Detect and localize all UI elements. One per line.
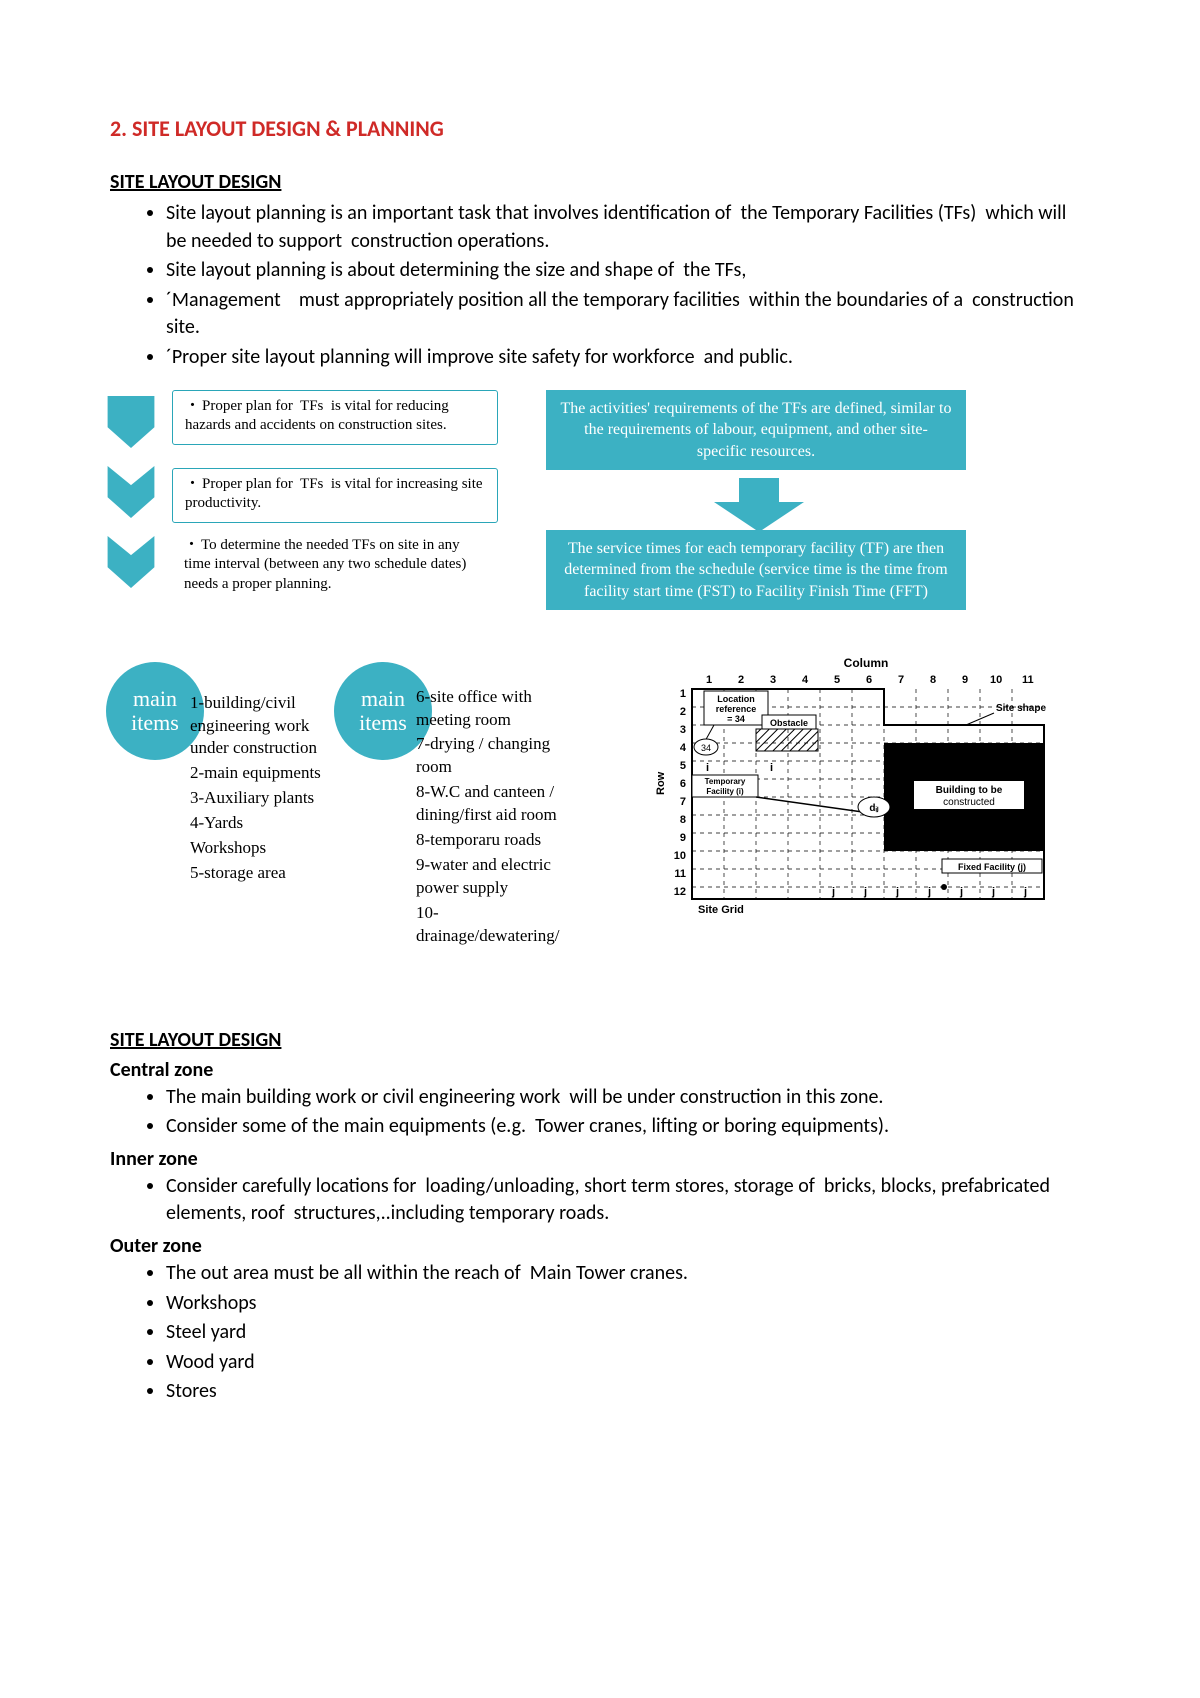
section1-bullets: Site layout planning is an important tas… <box>110 200 1090 372</box>
zone-heading-outer: Outer zone <box>110 1234 1090 1258</box>
list-item: 3-Auxiliary plants <box>190 787 330 810</box>
list-item: 4-Yards <box>190 812 330 835</box>
zone-heading-inner: Inner zone <box>110 1147 1090 1171</box>
main-items-list-right: 6-site office with meeting room 7-drying… <box>416 686 566 950</box>
svg-text:dᵢⱼ: dᵢⱼ <box>869 803 879 814</box>
zone-bullets: The main building work or civil engineer… <box>110 1084 1090 1141</box>
chevron-icon <box>104 536 158 588</box>
zone-bullets: Consider carefully locations for loading… <box>110 1173 1090 1228</box>
svg-text:reference: reference <box>716 704 757 714</box>
svg-text:j: j <box>991 886 995 898</box>
svg-text:2: 2 <box>680 706 686 718</box>
zone-bullets: The out area must be all within the reac… <box>110 1260 1090 1406</box>
svg-text:8: 8 <box>680 814 686 826</box>
svg-text:9: 9 <box>962 674 968 686</box>
info-box: Proper plan for TFs is vital for reducin… <box>172 390 498 445</box>
svg-text:10: 10 <box>990 674 1002 686</box>
svg-text:Fixed Facility (j): Fixed Facility (j) <box>958 862 1026 872</box>
list-item: 5-storage area <box>190 862 330 885</box>
svg-text:j: j <box>927 886 931 898</box>
list-item: Stores <box>166 1378 1090 1406</box>
svg-text:Column: Column <box>844 656 889 670</box>
svg-text:7: 7 <box>898 674 904 686</box>
page-title: 2. SITE LAYOUT DESIGN & PLANNING <box>110 115 1090 142</box>
section2-heading: SITE LAYOUT DESIGN <box>110 1028 1090 1052</box>
list-item: Wood yard <box>166 1349 1090 1377</box>
list-item: Workshops <box>190 837 330 860</box>
svg-text:j: j <box>831 886 835 898</box>
svg-text:i: i <box>770 762 773 774</box>
list-item: 10-drainage/dewatering/ <box>416 902 566 948</box>
svg-text:2: 2 <box>738 674 744 686</box>
svg-text:constructed: constructed <box>943 797 995 808</box>
svg-text:4: 4 <box>680 742 687 754</box>
main-items-list-left: 1-building/civil engineering work under … <box>190 692 330 888</box>
list-item: 9-water and electric power supply <box>416 854 566 900</box>
svg-text:i: i <box>706 762 709 774</box>
svg-text:3: 3 <box>680 724 686 736</box>
svg-text:j: j <box>863 886 867 898</box>
svg-text:11: 11 <box>1022 674 1034 686</box>
svg-text:1: 1 <box>680 688 686 700</box>
list-item: Workshops <box>166 1290 1090 1318</box>
chevron-icon <box>104 466 158 518</box>
list-item: 7-drying / changing room <box>416 733 566 779</box>
svg-text:34: 34 <box>701 743 711 753</box>
svg-text:6: 6 <box>866 674 872 686</box>
chevron-icon <box>104 396 158 448</box>
svg-text:Temporary: Temporary <box>705 777 746 786</box>
callout-box: The activities' requirements of the TFs … <box>546 390 966 471</box>
list-item: Site layout planning is an important tas… <box>166 200 1090 255</box>
svg-text:11: 11 <box>674 868 686 880</box>
site-grid-diagram: Column 123 456 789 1011 123 456 789 1011… <box>656 655 1076 915</box>
list-item: 8-W.C and canteen / dining/first aid roo… <box>416 781 566 827</box>
list-item: 2-main equipments <box>190 762 330 785</box>
svg-text:Row: Row <box>656 771 667 795</box>
list-item: Consider some of the main equipments (e.… <box>166 1113 1090 1141</box>
svg-text:j: j <box>895 886 899 898</box>
diagram-block: Proper plan for TFs is vital for reducin… <box>104 390 1084 1010</box>
zone-heading-central: Central zone <box>110 1058 1090 1082</box>
list-item: 6-site office with meeting room <box>416 686 566 732</box>
svg-text:4: 4 <box>802 674 809 686</box>
list-item: Consider carefully locations for loading… <box>166 1173 1090 1228</box>
svg-text:Site Grid: Site Grid <box>698 904 744 915</box>
svg-text:= 34: = 34 <box>727 714 745 724</box>
svg-text:9: 9 <box>680 832 686 844</box>
svg-text:5: 5 <box>680 760 686 772</box>
svg-text:6: 6 <box>680 778 686 790</box>
list-item: 8-temporaru roads <box>416 829 566 852</box>
info-box: Proper plan for TFs is vital for increas… <box>172 468 498 523</box>
list-item: The main building work or civil engineer… <box>166 1084 1090 1112</box>
svg-text:Facility (i): Facility (i) <box>706 787 744 796</box>
svg-text:1: 1 <box>706 674 712 686</box>
list-item: ´Proper site layout planning will improv… <box>166 344 1090 372</box>
svg-text:5: 5 <box>834 674 840 686</box>
list-item: Steel yard <box>166 1319 1090 1347</box>
svg-text:j: j <box>959 886 963 898</box>
svg-text:8: 8 <box>930 674 936 686</box>
svg-text:7: 7 <box>680 796 686 808</box>
list-item: The out area must be all within the reac… <box>166 1260 1090 1288</box>
list-item: ´Management must appropriately position … <box>166 287 1090 342</box>
info-box: To determine the needed TFs on site in a… <box>172 530 498 603</box>
svg-text:j: j <box>1023 886 1027 898</box>
svg-text:10: 10 <box>674 850 686 862</box>
svg-text:Obstacle: Obstacle <box>770 718 808 728</box>
svg-text:3: 3 <box>770 674 776 686</box>
section1-heading: SITE LAYOUT DESIGN <box>110 170 1090 194</box>
svg-text:12: 12 <box>674 886 686 898</box>
svg-text:Building to be: Building to be <box>936 785 1003 796</box>
list-item: 1-building/civil engineering work under … <box>190 692 330 761</box>
down-arrow-icon <box>714 478 804 532</box>
list-item: Site layout planning is about determinin… <box>166 257 1090 285</box>
svg-text:Location: Location <box>717 694 755 704</box>
callout-box: The service times for each temporary fac… <box>546 530 966 611</box>
svg-text:Site shape: Site shape <box>996 703 1046 714</box>
